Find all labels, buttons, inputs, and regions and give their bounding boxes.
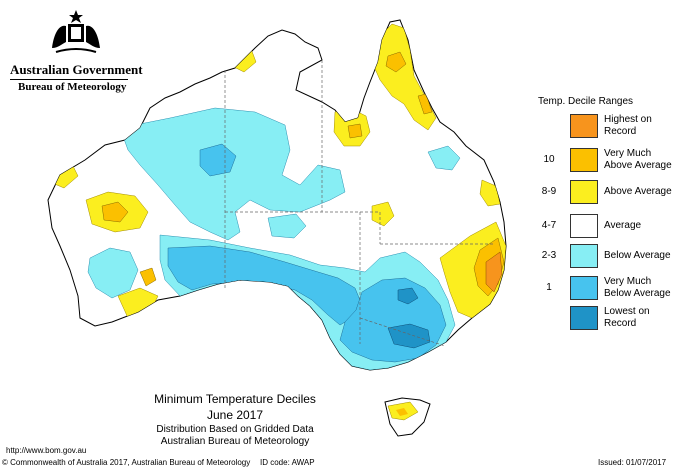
legend-swatch bbox=[570, 306, 598, 330]
legend-label: Lowest on Record bbox=[604, 306, 650, 329]
legend-code: 2-3 bbox=[541, 250, 557, 261]
legend-swatch bbox=[570, 114, 598, 138]
bom-url-link[interactable]: http://www.bom.gov.au bbox=[6, 446, 87, 455]
legend-item-very-much-above: 10 Very Much Above Average bbox=[536, 148, 676, 172]
legend-code: 8-9 bbox=[541, 186, 557, 197]
legend-label: Very Much Below Average bbox=[604, 276, 671, 299]
legend-item-very-much-below: 1 Very Much Below Average bbox=[536, 276, 676, 300]
legend-item-average: 4-7 Average bbox=[536, 214, 676, 238]
legend-code: 10 bbox=[543, 154, 555, 165]
legend-swatch bbox=[570, 214, 598, 238]
bureau-name: Bureau of Meteorology bbox=[18, 81, 127, 93]
government-name: Australian Government bbox=[10, 62, 143, 77]
issued-date: Issued: 01/07/2017 bbox=[598, 458, 667, 467]
legend-label: Highest on Record bbox=[604, 114, 652, 137]
legend-swatch bbox=[570, 244, 598, 268]
legend-item-above: 8-9 Above Average bbox=[536, 180, 676, 204]
legend-label: Below Average bbox=[604, 250, 671, 261]
legend-code: 4-7 bbox=[541, 220, 557, 231]
map-title: Minimum Temperature Deciles bbox=[154, 392, 316, 406]
legend-item-highest: Highest on Record bbox=[536, 114, 676, 138]
copyright-text: © Commonwealth of Australia 2017, Austra… bbox=[2, 458, 251, 467]
id-code: ID code: AWAP bbox=[260, 458, 315, 467]
map-period: June 2017 bbox=[206, 408, 264, 422]
legend-swatch bbox=[570, 180, 598, 204]
header-divider bbox=[10, 79, 128, 80]
commonwealth-coat-of-arms-icon bbox=[52, 10, 100, 53]
legend-swatch bbox=[570, 148, 598, 172]
legend-swatch bbox=[570, 276, 598, 300]
legend-label: Very Much Above Average bbox=[604, 148, 672, 171]
legend-title: Temp. Decile Ranges bbox=[538, 96, 634, 107]
legend-item-below: 2-3 Below Average bbox=[536, 244, 676, 268]
legend-label: Average bbox=[604, 220, 642, 231]
legend-item-lowest: Lowest on Record bbox=[536, 306, 676, 330]
map-subtitle: Distribution Based on Gridded Data bbox=[156, 424, 314, 435]
map-source: Australian Bureau of Meteorology bbox=[160, 436, 310, 447]
legend-label: Above Average bbox=[604, 186, 672, 197]
legend-code: 1 bbox=[546, 282, 552, 293]
